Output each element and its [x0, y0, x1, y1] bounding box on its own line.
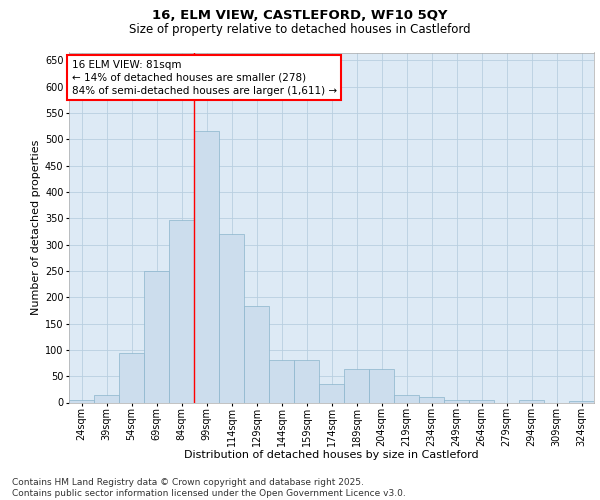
Bar — [144, 271, 169, 402]
Bar — [269, 360, 294, 403]
Bar — [469, 400, 494, 402]
Bar — [244, 306, 269, 402]
Text: Contains HM Land Registry data © Crown copyright and database right 2025.
Contai: Contains HM Land Registry data © Crown c… — [12, 478, 406, 498]
Bar — [69, 400, 94, 402]
Bar — [444, 400, 469, 402]
X-axis label: Distribution of detached houses by size in Castleford: Distribution of detached houses by size … — [184, 450, 479, 460]
Y-axis label: Number of detached properties: Number of detached properties — [31, 140, 41, 315]
Text: 16, ELM VIEW, CASTLEFORD, WF10 5QY: 16, ELM VIEW, CASTLEFORD, WF10 5QY — [152, 9, 448, 22]
Bar — [394, 394, 419, 402]
Bar — [519, 400, 544, 402]
Text: 16 ELM VIEW: 81sqm
← 14% of detached houses are smaller (278)
84% of semi-detach: 16 ELM VIEW: 81sqm ← 14% of detached hou… — [71, 60, 337, 96]
Bar — [119, 352, 144, 403]
Bar — [419, 397, 444, 402]
Text: Size of property relative to detached houses in Castleford: Size of property relative to detached ho… — [129, 22, 471, 36]
Bar — [194, 132, 219, 402]
Bar — [319, 384, 344, 402]
Bar — [219, 234, 244, 402]
Bar — [169, 220, 194, 402]
Bar — [94, 394, 119, 402]
Bar — [294, 360, 319, 403]
Bar — [344, 370, 369, 402]
Bar — [369, 370, 394, 402]
